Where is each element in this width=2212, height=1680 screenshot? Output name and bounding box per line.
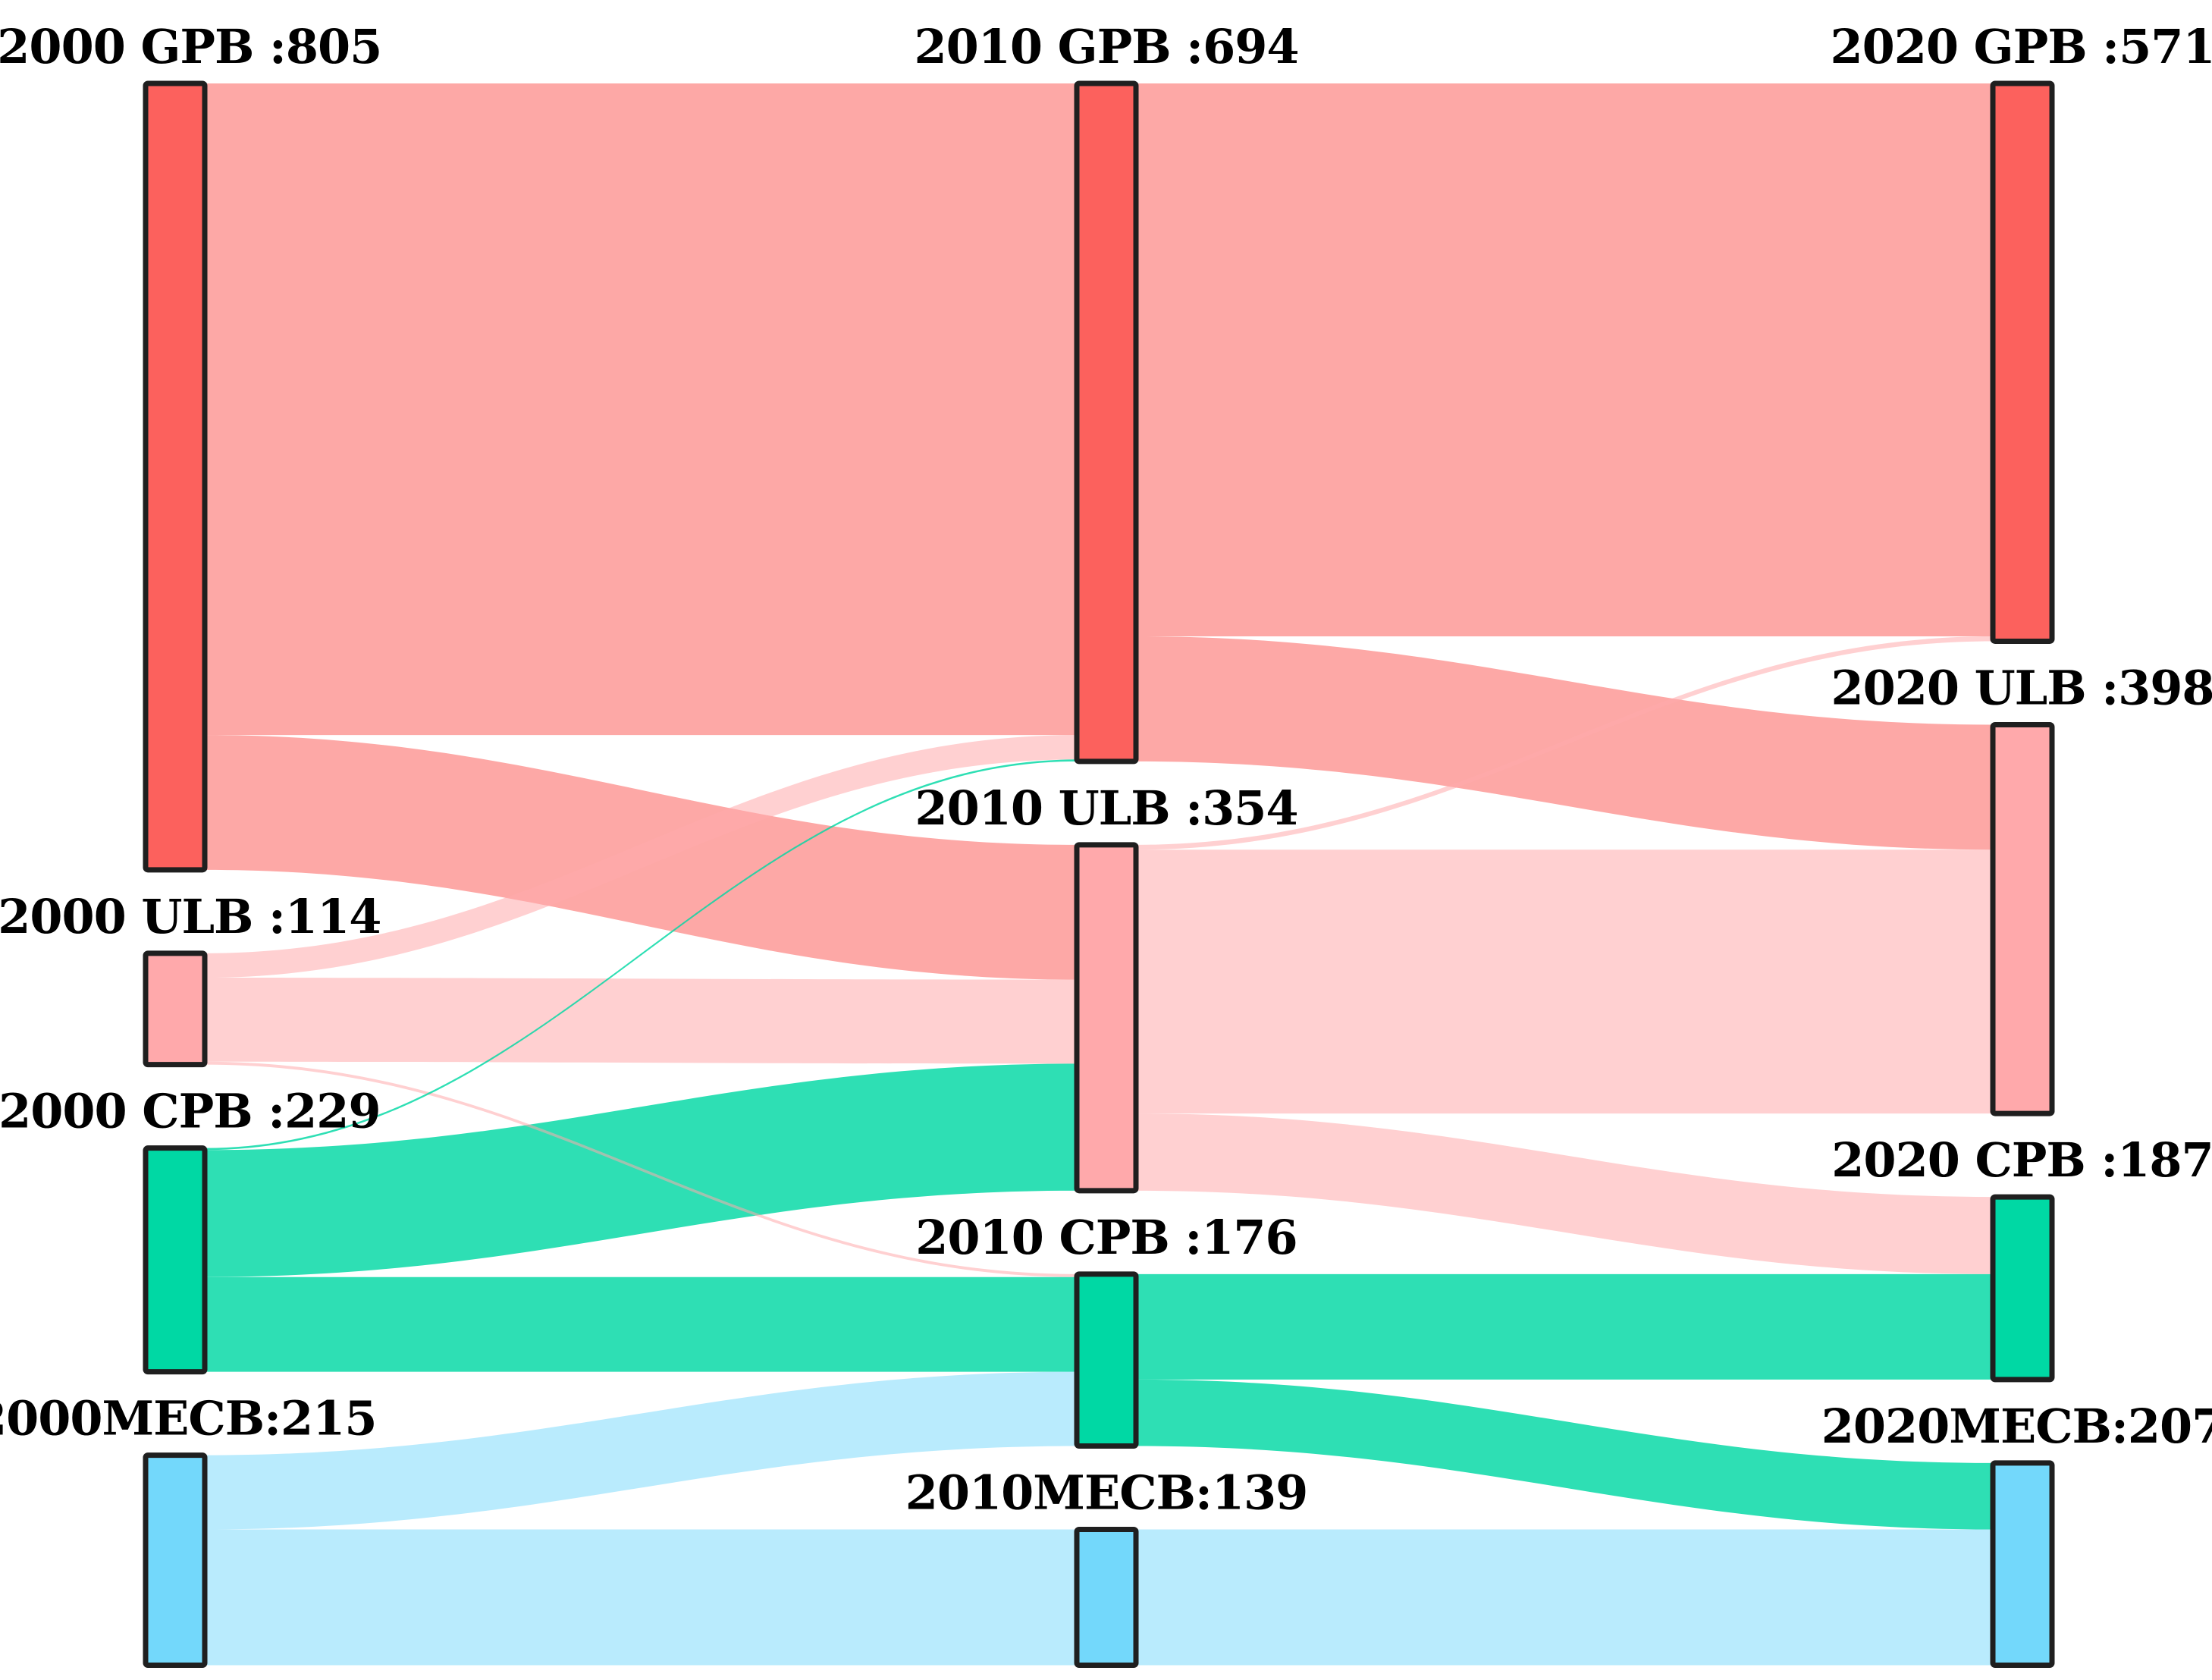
- sankey-link-u10-g20[interactable]: [1136, 636, 1993, 850]
- sankey-link-c10-m20[interactable]: [1136, 1379, 1993, 1530]
- sankey-node-g10[interactable]: [1074, 80, 1139, 765]
- sankey-node-m00[interactable]: [143, 1452, 208, 1669]
- sankey-node-label-c20: 2020 CPB :187: [1831, 1132, 2212, 1188]
- sankey-link-m00-c10[interactable]: [205, 1371, 1077, 1530]
- sankey-node-c00[interactable]: [143, 1145, 208, 1375]
- sankey-link-u10-c20[interactable]: [1136, 1113, 1993, 1274]
- sankey-node-g20[interactable]: [1990, 80, 2055, 644]
- sankey-node-label-g20: 2020 GPB :571: [1830, 19, 2212, 74]
- sankey-node-label-g00: 2000 GPB :805: [0, 19, 381, 74]
- sankey-node-label-m00: 2000MECB:215: [0, 1391, 376, 1446]
- sankey-link-c00-c10[interactable]: [205, 1276, 1077, 1372]
- sankey-node-label-u10: 2010 ULB :354: [915, 780, 1297, 836]
- sankey-node-label-m10: 2010MECB:139: [905, 1465, 1308, 1521]
- sankey-link-c00-g10[interactable]: [205, 759, 1077, 1151]
- sankey-link-u00-g10[interactable]: [205, 735, 1077, 978]
- sankey-node-u00[interactable]: [143, 950, 208, 1068]
- sankey-links-layer: [205, 83, 1993, 1666]
- sankey-link-u00-u10[interactable]: [205, 978, 1077, 1064]
- sankey-link-u00-c10[interactable]: [205, 1061, 1077, 1277]
- sankey-nodes-layer: [143, 80, 2055, 1669]
- sankey-link-m00-m10[interactable]: [205, 1529, 1077, 1666]
- sankey-node-label-g10: 2010 GPB :694: [914, 19, 1298, 74]
- sankey-node-label-m20: 2020MECB:207: [1821, 1399, 2212, 1454]
- sankey-labels-layer: 2000 GPB :805 2000 ULB :114 2000 CPB :229 2…: [0, 19, 2212, 1521]
- sankey-node-m20[interactable]: [1990, 1460, 2055, 1669]
- sankey-node-label-c00: 2000 CPB :229: [0, 1084, 381, 1139]
- sankey-link-u10-u20[interactable]: [1136, 849, 1993, 1114]
- sankey-node-label-u00: 2000 ULB :114: [0, 889, 381, 944]
- sankey-node-label-c10: 2010 CPB :176: [915, 1210, 1297, 1265]
- sankey-node-u10[interactable]: [1074, 842, 1139, 1194]
- sankey-node-g00[interactable]: [143, 80, 208, 873]
- sankey-link-g10-g20[interactable]: [1136, 83, 1993, 637]
- sankey-link-m10-m20[interactable]: [1136, 1529, 1993, 1666]
- sankey-link-g00-g10[interactable]: [205, 83, 1077, 736]
- sankey-node-m10[interactable]: [1074, 1527, 1139, 1669]
- sankey-node-u20[interactable]: [1990, 721, 2055, 1116]
- sankey-node-c10[interactable]: [1074, 1271, 1139, 1449]
- sankey-node-c20[interactable]: [1990, 1194, 2055, 1383]
- sankey-link-c10-c20[interactable]: [1136, 1273, 1993, 1380]
- sankey-node-label-u20: 2020 ULB :398: [1831, 660, 2212, 715]
